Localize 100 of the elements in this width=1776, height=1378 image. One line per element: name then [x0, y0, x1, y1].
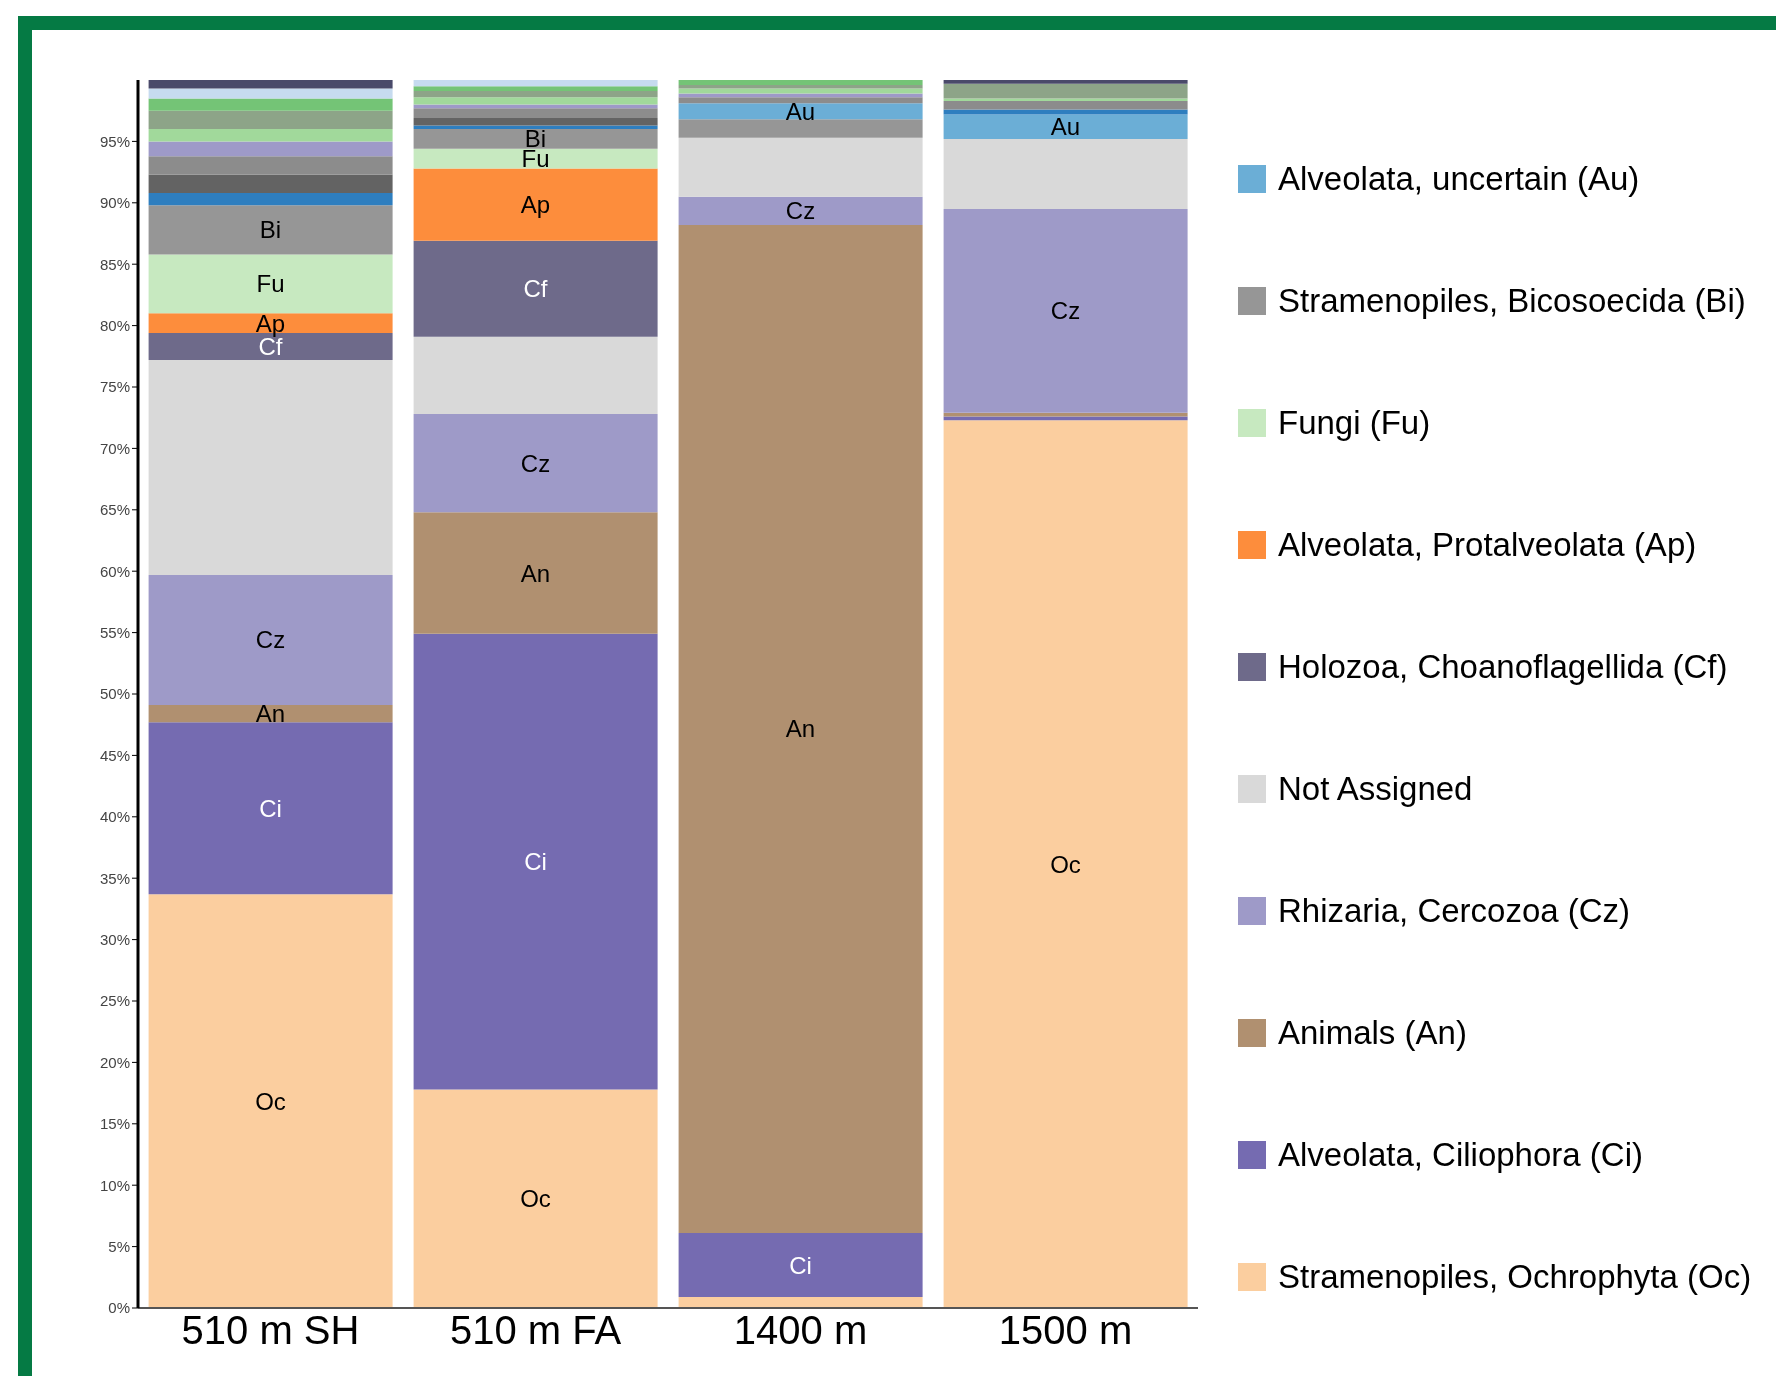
data-label: Au: [785, 97, 816, 125]
x-tick-label: 1500 m: [998, 1308, 1133, 1353]
bar: [413, 148, 658, 169]
bar: [148, 156, 393, 175]
legend-label: Stramenopiles, Bicosoecida (Bi): [1278, 282, 1746, 320]
y-tick-label: 95%: [99, 132, 130, 150]
bar: [148, 574, 393, 706]
bar: [943, 83, 1188, 99]
bar: [413, 240, 658, 337]
legend-label: Alveolata, Protalveolata (Ap): [1278, 526, 1697, 564]
bar: [413, 336, 658, 415]
data-label: An: [255, 700, 286, 728]
bar: [678, 1296, 923, 1308]
data-label: Au: [1050, 113, 1081, 141]
bar: [943, 109, 1188, 115]
bar: [943, 98, 1188, 101]
data-label: An: [520, 559, 551, 587]
data-label: Cf: [523, 275, 548, 303]
data-label: Oc: [255, 1087, 286, 1115]
bar: [413, 97, 658, 105]
legend-label: Animals (An): [1278, 1014, 1467, 1052]
x-tick-label: 510 m FA: [449, 1308, 622, 1353]
data-label: Ap: [255, 309, 286, 337]
x-tick-label: 1400 m: [733, 1308, 868, 1353]
bar: [148, 722, 393, 895]
legend-label: Holozoa, Choanoflagellida (Cf): [1278, 648, 1728, 686]
legend-label: Stramenopiles, Ochrophyta (Oc): [1278, 1258, 1752, 1296]
x-tick-label: 510 m SH: [181, 1308, 360, 1353]
legend-label: Alveolata, uncertain (Au): [1278, 160, 1640, 198]
data-label: Oc: [520, 1185, 551, 1213]
y-tick-label: 30%: [99, 930, 130, 948]
bar: [943, 416, 1188, 421]
bar: [943, 114, 1188, 139]
bar: [413, 633, 658, 1090]
data-label: Ci: [524, 848, 547, 876]
bar: [148, 98, 393, 111]
y-tick-label: 40%: [99, 808, 130, 826]
legend-label: Fungi (Fu): [1278, 404, 1431, 442]
bar: [678, 196, 923, 225]
bar: [148, 205, 393, 255]
y-tick-label: 65%: [99, 501, 130, 519]
bar: [413, 168, 658, 241]
data-label: Cz: [1050, 297, 1081, 325]
bar: [148, 894, 393, 1308]
bar: [678, 80, 923, 85]
bar: [678, 97, 923, 104]
legend-label: Not Assigned: [1278, 770, 1473, 808]
bar: [943, 420, 1188, 1308]
bar: [148, 705, 393, 723]
y-tick-label: 75%: [99, 378, 130, 396]
legend-label: Rhizaria, Cercozoa (Cz): [1278, 892, 1631, 930]
bar: [148, 110, 393, 130]
data-label: Fu: [256, 270, 285, 298]
y-tick-label: 85%: [99, 255, 130, 273]
bar: [413, 86, 658, 92]
bar: [148, 80, 393, 89]
y-tick-label: 25%: [99, 992, 130, 1010]
bar: [678, 119, 923, 138]
y-tick-label: 55%: [99, 623, 130, 641]
y-tick-label: 5%: [108, 1237, 130, 1255]
bar: [413, 125, 658, 130]
bar: [943, 80, 1188, 84]
y-tick-label: 45%: [99, 746, 130, 764]
data-label: Cz: [520, 449, 551, 477]
bar: [678, 224, 923, 1234]
bar: [413, 108, 658, 119]
bar: [678, 1233, 923, 1297]
bar: [678, 137, 923, 197]
data-label: Bi: [259, 216, 282, 244]
y-tick-label: 80%: [99, 316, 130, 334]
data-label: Oc: [1050, 850, 1081, 878]
bar: [148, 88, 393, 99]
y-tick-label: 10%: [99, 1176, 130, 1194]
bar: [678, 88, 923, 94]
bar: [413, 1089, 658, 1308]
data-label: Cz: [785, 197, 816, 225]
bar: [148, 254, 393, 314]
data-label: An: [785, 715, 816, 743]
data-label: Ci: [259, 794, 282, 822]
bar: [943, 208, 1188, 413]
y-tick-label: 90%: [99, 194, 130, 212]
bar: [148, 359, 393, 575]
bar: [148, 192, 393, 206]
y-tick-label: 35%: [99, 869, 130, 887]
bar: [943, 138, 1188, 209]
bar: [678, 103, 923, 120]
bar: [413, 512, 658, 634]
bar: [413, 80, 658, 87]
y-tick-label: 20%: [99, 1053, 130, 1071]
y-tick-label: 50%: [99, 685, 130, 703]
bar: [678, 84, 923, 89]
bar: [413, 414, 658, 513]
data-label: Ap: [520, 191, 551, 219]
data-label: Ci: [789, 1251, 812, 1279]
bar: [413, 118, 658, 126]
y-tick-label: 70%: [99, 439, 130, 457]
bar: [943, 100, 1188, 110]
bar: [148, 174, 393, 193]
bar: [148, 129, 393, 142]
y-tick-label: 60%: [99, 562, 130, 580]
